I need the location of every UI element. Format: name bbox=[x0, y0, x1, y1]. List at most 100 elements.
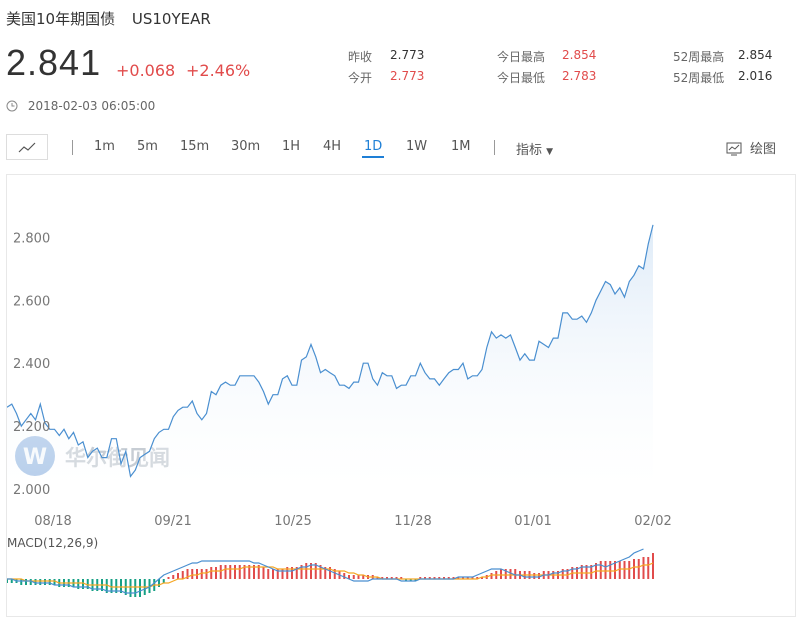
macd-histogram-bar bbox=[500, 569, 502, 579]
macd-histogram-bar bbox=[286, 567, 289, 579]
macd-histogram-bar bbox=[319, 565, 322, 579]
macd-histogram-bar bbox=[599, 561, 602, 579]
macd-histogram-bar bbox=[229, 565, 232, 579]
macd-histogram-bar bbox=[10, 579, 13, 583]
macd-histogram-bar bbox=[329, 567, 331, 579]
macd-histogram-bar bbox=[348, 575, 350, 579]
x-tick-label: 09/21 bbox=[154, 514, 191, 529]
period-1d[interactable]: 1D bbox=[361, 139, 385, 158]
stat-value-52w-low: 2.016 bbox=[738, 69, 773, 83]
period-15m[interactable]: 15m bbox=[180, 139, 210, 154]
macd-histogram-bar bbox=[196, 569, 198, 579]
macd-dif-line bbox=[7, 548, 644, 594]
macd-histogram-bar bbox=[652, 553, 654, 579]
macd-histogram-bar bbox=[585, 565, 588, 579]
toolbar-divider bbox=[72, 140, 73, 155]
x-tick-label: 08/18 bbox=[34, 514, 71, 529]
macd-histogram-bar bbox=[471, 577, 474, 579]
macd-histogram-bar bbox=[633, 559, 635, 579]
macd-histogram-bar bbox=[424, 577, 426, 579]
period-1mo[interactable]: 1M bbox=[451, 139, 471, 154]
y-tick-label: 2.200 bbox=[13, 420, 50, 435]
macd-histogram-bar bbox=[310, 563, 312, 579]
chart-type-button[interactable] bbox=[6, 134, 48, 160]
macd-histogram-bar bbox=[590, 565, 593, 579]
period-5m[interactable]: 5m bbox=[137, 139, 158, 154]
macd-histogram-bar bbox=[386, 577, 388, 579]
macd-histogram-bar bbox=[381, 577, 384, 579]
macd-histogram-bar bbox=[580, 565, 583, 579]
macd-histogram-bar bbox=[191, 569, 194, 579]
stat-label-open: 今开 bbox=[348, 71, 373, 85]
macd-histogram-bar bbox=[257, 565, 260, 579]
caret-down-icon: ▼ bbox=[546, 147, 554, 157]
macd-histogram-bar bbox=[452, 577, 455, 579]
y-tick-label: 2.400 bbox=[13, 357, 50, 372]
macd-histogram-bar bbox=[462, 577, 464, 579]
macd-histogram-bar bbox=[291, 567, 293, 579]
price-change: +0.068 bbox=[116, 61, 176, 80]
macd-histogram-bar bbox=[538, 573, 540, 579]
macd-histogram-bar bbox=[324, 567, 327, 579]
period-1h[interactable]: 1H bbox=[282, 139, 301, 154]
stat-label-day-high: 今日最高 bbox=[497, 50, 546, 64]
macd-histogram-bar bbox=[623, 561, 626, 579]
macd-histogram-bar bbox=[205, 569, 208, 579]
period-30m[interactable]: 30m bbox=[231, 139, 261, 154]
macd-histogram-bar bbox=[267, 569, 270, 579]
price-chart[interactable]: W华尔街见闻2.0002.2002.4002.6002.80008/1809/2… bbox=[6, 175, 795, 616]
stat-label-52w-low: 52周最低 bbox=[673, 71, 725, 85]
macd-histogram-bar bbox=[533, 573, 536, 579]
price-area-fill bbox=[7, 224, 653, 489]
macd-histogram-bar bbox=[357, 575, 360, 579]
period-4h[interactable]: 4H bbox=[323, 139, 342, 154]
macd-histogram-bar bbox=[281, 569, 284, 579]
macd-histogram-bar bbox=[409, 579, 412, 581]
macd-histogram-bar bbox=[614, 561, 616, 579]
macd-histogram-bar bbox=[148, 579, 151, 593]
macd-histogram-bar bbox=[276, 569, 279, 579]
macd-histogram-bar bbox=[48, 579, 51, 585]
macd-histogram-bar bbox=[210, 567, 213, 579]
y-tick-label: 2.000 bbox=[13, 483, 50, 498]
macd-histogram-bar bbox=[77, 579, 80, 589]
period-1m[interactable]: 1m bbox=[94, 139, 115, 154]
timestamp: 2018-02-03 06:05:00 bbox=[27, 99, 156, 113]
macd-histogram-bar bbox=[362, 575, 365, 579]
macd-histogram-bar bbox=[6, 579, 8, 583]
clock-icon bbox=[6, 100, 18, 112]
macd-histogram-bar bbox=[162, 579, 165, 583]
macd-histogram-bar bbox=[34, 579, 37, 585]
last-price: 2.841 bbox=[6, 42, 102, 83]
macd-histogram-bar bbox=[29, 579, 32, 585]
macd-histogram-bar bbox=[82, 579, 84, 589]
macd-histogram-bar bbox=[181, 571, 184, 579]
macd-histogram-bar bbox=[20, 579, 23, 585]
macd-histogram-bar bbox=[39, 579, 42, 585]
macd-histogram-bar bbox=[105, 579, 108, 593]
macd-histogram-bar bbox=[224, 565, 227, 579]
period-1w[interactable]: 1W bbox=[406, 139, 428, 154]
macd-histogram-bar bbox=[476, 577, 479, 579]
macd-histogram-bar bbox=[129, 579, 132, 597]
macd-histogram-bar bbox=[177, 573, 179, 579]
macd-histogram-bar bbox=[400, 577, 403, 579]
macd-histogram-bar bbox=[167, 577, 170, 579]
macd-histogram-bar bbox=[300, 565, 303, 579]
chart-toolbar: 1m 5m 15m 30m 1H 4H 1D 1W 1M 指标 ▼ 绘图 bbox=[6, 134, 796, 162]
macd-histogram-bar bbox=[186, 569, 189, 579]
stat-label-52w-high: 52周最高 bbox=[673, 50, 725, 64]
macd-histogram-bar bbox=[642, 557, 645, 579]
indicator-dropdown[interactable]: 指标 ▼ bbox=[516, 139, 553, 158]
macd-histogram-bar bbox=[343, 573, 346, 579]
instrument-code: US10YEAR bbox=[131, 10, 211, 28]
draw-button[interactable]: 绘图 bbox=[726, 138, 776, 157]
draw-label: 绘图 bbox=[749, 142, 776, 157]
macd-histogram-bar bbox=[509, 569, 512, 579]
stat-value-prev-close: 2.773 bbox=[390, 48, 425, 62]
x-tick-label: 10/25 bbox=[274, 514, 311, 529]
macd-histogram-bar bbox=[333, 569, 336, 579]
macd-label: MACD(12,26,9) bbox=[7, 536, 98, 550]
y-tick-label: 2.600 bbox=[13, 294, 50, 309]
macd-histogram-bar bbox=[248, 565, 251, 579]
